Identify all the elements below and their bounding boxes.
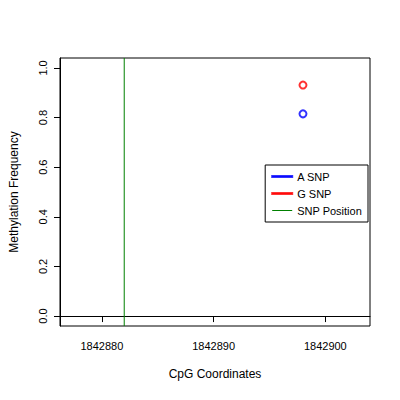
svg-text:0.2: 0.2 [37, 259, 49, 274]
svg-text:Methylation Frequency: Methylation Frequency [7, 131, 21, 252]
svg-text:1842880: 1842880 [80, 340, 123, 352]
svg-text:1842890: 1842890 [192, 340, 235, 352]
svg-text:1842900: 1842900 [304, 340, 347, 352]
svg-text:SNP Position: SNP Position [297, 205, 362, 217]
svg-text:CpG Coordinates: CpG Coordinates [169, 367, 262, 381]
svg-text:0.0: 0.0 [37, 308, 49, 323]
svg-text:0.8: 0.8 [37, 110, 49, 125]
svg-text:1.0: 1.0 [37, 60, 49, 75]
svg-text:0.6: 0.6 [37, 160, 49, 175]
svg-text:A SNP: A SNP [297, 171, 329, 183]
svg-text:0.4: 0.4 [37, 209, 49, 224]
svg-text:G SNP: G SNP [297, 188, 331, 200]
